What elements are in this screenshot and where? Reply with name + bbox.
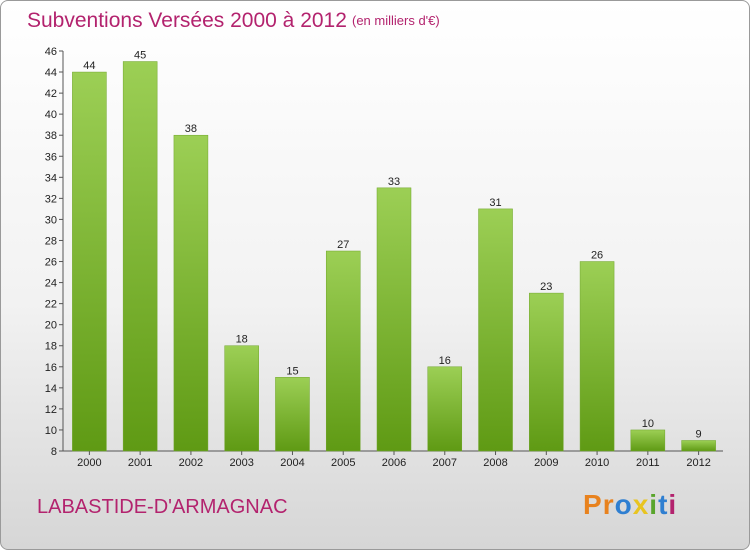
value-label-2011: 10 [642, 418, 654, 430]
y-tick-label: 18 [45, 341, 57, 353]
y-tick-label: 28 [45, 235, 57, 247]
bar-2011 [630, 429, 666, 452]
x-tick-label-2006: 2006 [382, 457, 406, 469]
x-axis-tick-labels: 2000 2001 2002 2003 2004 2005 2006 2007 2008 2009… [77, 457, 711, 469]
y-tick-label: 36 [45, 151, 57, 163]
bar-2001 [122, 61, 158, 452]
y-tick-label: 14 [45, 383, 57, 395]
y-tick-label: 40 [45, 109, 57, 121]
x-tick-label-2002: 2002 [179, 457, 203, 469]
x-tick-label-2009: 2009 [534, 457, 558, 469]
bar-2003 [224, 345, 259, 452]
value-label-2010: 26 [591, 250, 603, 262]
commune-name: LABASTIDE-D'ARMAGNAC [37, 496, 288, 518]
logo-letter: r [602, 489, 615, 520]
x-tick-label-2007: 2007 [433, 457, 457, 469]
x-tick-label-2005: 2005 [331, 457, 355, 469]
logo-letter: i [649, 489, 659, 520]
bar-2009 [529, 292, 564, 452]
bar-2010 [579, 261, 615, 452]
logo-letter: P [583, 489, 603, 520]
bar-2005 [325, 250, 361, 452]
value-label-2006: 33 [388, 176, 400, 188]
y-tick-label: 10 [45, 425, 57, 437]
proxiti-logo: Proxiti [583, 489, 677, 521]
value-label-2012: 9 [696, 428, 702, 440]
y-tick-label: 42 [45, 88, 57, 100]
bar-2008 [478, 208, 513, 452]
y-tick-label: 24 [45, 278, 57, 290]
value-label-2003: 18 [236, 334, 248, 346]
x-tick-label-2000: 2000 [77, 457, 101, 469]
y-tick-label: 30 [45, 214, 57, 226]
y-tick-label: 8 [51, 446, 57, 458]
logo-letter: o [614, 489, 633, 520]
logo-letter: x [632, 489, 650, 520]
y-tick-label: 22 [45, 299, 57, 311]
bar-2007 [427, 366, 463, 452]
value-label-2009: 23 [540, 281, 552, 293]
bar-2006 [376, 187, 412, 452]
y-tick-label: 38 [45, 130, 57, 142]
bar-2000 [72, 71, 107, 452]
x-tick-label-2012: 2012 [686, 457, 710, 469]
value-label-2007: 16 [439, 355, 451, 367]
x-tick-label-2001: 2001 [128, 457, 152, 469]
chart-subtitle: (en milliers d'€) [352, 13, 440, 28]
y-tick-label: 34 [45, 172, 57, 184]
value-label-2005: 27 [337, 239, 349, 251]
x-tick-label-2004: 2004 [280, 457, 304, 469]
chart-title: Subventions Versées 2000 à 2012 [27, 9, 347, 32]
logo-letter: t [658, 489, 669, 520]
y-tick-label: 32 [45, 193, 57, 205]
value-label-2001: 45 [134, 50, 146, 62]
y-axis-tick-labels: 8 10 12 14 16 18 20 22 24 26 28 30 32 34 36 38 40 42 44 46 [45, 46, 57, 458]
x-tick-label-2008: 2008 [483, 457, 507, 469]
value-label-2002: 38 [185, 123, 197, 135]
logo-letter: i [668, 489, 678, 520]
y-tick-label: 16 [45, 362, 57, 374]
y-tick-label: 44 [45, 67, 57, 79]
bar-2012 [681, 440, 716, 452]
y-tick-label: 20 [45, 320, 57, 332]
y-tick-label: 26 [45, 257, 57, 269]
value-label-2008: 31 [489, 197, 501, 209]
value-label-2000: 44 [83, 60, 95, 72]
x-tick-label-2010: 2010 [585, 457, 609, 469]
bar-series [72, 61, 716, 452]
x-tick-label-2011: 2011 [636, 457, 660, 469]
bar-2002 [173, 134, 209, 452]
bar-2004 [275, 377, 310, 452]
bar-value-labels: 44 45 38 18 15 27 33 16 31 23 26 10 9 [83, 50, 701, 441]
y-tick-label: 12 [45, 404, 57, 416]
y-tick-label: 46 [45, 46, 57, 58]
x-tick-label-2003: 2003 [229, 457, 253, 469]
value-label-2004: 15 [286, 365, 298, 377]
